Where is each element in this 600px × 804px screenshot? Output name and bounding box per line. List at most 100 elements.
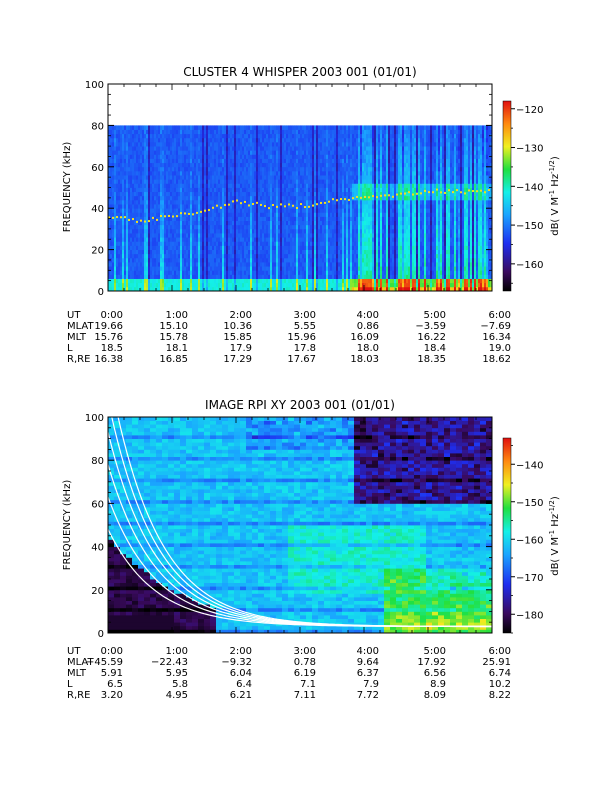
spectrogram-cell <box>350 212 353 217</box>
spectrogram-cell <box>142 262 145 267</box>
spectrogram-cell <box>110 266 113 271</box>
spectrogram-cell <box>162 154 165 159</box>
spectrogram-cell <box>142 278 145 284</box>
spectrogram-cell <box>306 257 309 263</box>
spectrogram-cell <box>262 133 265 139</box>
spectrogram-cell <box>238 208 241 213</box>
spectrogram-cell <box>282 216 285 222</box>
spectrogram-cell <box>216 166 219 172</box>
spectrogram-cell <box>252 241 255 246</box>
spectrogram-cell <box>254 175 257 180</box>
spectrogram-cell <box>280 224 283 230</box>
spectrogram-cell <box>236 208 239 213</box>
spectrogram-cell <box>136 154 139 159</box>
spectrogram-cell <box>346 150 349 155</box>
spectrogram-cell <box>182 224 185 230</box>
spectrogram-cell <box>228 195 231 201</box>
spectrogram-cell <box>330 212 333 217</box>
spectrogram-cell <box>340 129 343 135</box>
spectrogram-cell <box>186 154 189 159</box>
spectrogram-cell <box>262 141 265 147</box>
spectrogram-cell <box>162 228 165 234</box>
spectrogram-cell <box>152 183 155 188</box>
spectrogram-cell <box>256 278 259 284</box>
spectrogram-cell <box>320 187 323 193</box>
spectrogram-cell <box>190 125 193 130</box>
spectrogram-cell <box>174 220 177 226</box>
spectrogram-cell <box>246 170 249 176</box>
spectrogram-cell <box>158 233 161 238</box>
spectrogram-cell <box>308 150 311 155</box>
spectrogram-cell <box>180 266 183 271</box>
spectrogram-cell <box>190 278 193 284</box>
spectrogram-cell <box>154 266 157 271</box>
spectrogram-cell <box>334 170 337 176</box>
spectrogram-cell <box>316 212 319 217</box>
spectrogram-cell <box>336 141 339 147</box>
spectrogram-cell <box>304 129 307 135</box>
spectrogram-cell <box>178 179 181 184</box>
spectrogram-cell <box>160 183 163 188</box>
spectrogram-cell <box>346 175 349 180</box>
spectrogram-cell <box>312 262 315 267</box>
spectrogram-cell <box>262 266 265 271</box>
spectrogram-cell <box>108 129 111 135</box>
spectrogram-cell <box>210 137 213 143</box>
spectrogram-cell <box>174 257 177 263</box>
spectrogram-cell <box>232 183 235 188</box>
spectrogram-cell <box>188 137 191 143</box>
spectrogram-cell <box>228 150 231 155</box>
spectrogram-cell <box>294 195 297 201</box>
spectrogram-cell <box>350 158 353 164</box>
spectrogram-cell <box>168 195 171 201</box>
spectrogram-cell <box>344 199 347 205</box>
spectrogram-cell <box>302 162 305 168</box>
spectrogram-cell <box>142 179 145 184</box>
spectrogram-cell <box>120 162 123 168</box>
spectrogram-cell <box>248 257 251 263</box>
spectrogram-cell <box>322 282 325 288</box>
spectrogram-cell <box>250 237 253 242</box>
spectrogram-cell <box>312 133 315 139</box>
spectrogram-cell <box>254 233 257 238</box>
spectrogram-cell <box>284 183 287 188</box>
spectrogram-cell <box>284 129 287 135</box>
spectrogram-cell <box>306 179 309 184</box>
spectrogram-cell <box>108 228 111 234</box>
spectrogram-cell <box>190 208 193 213</box>
spectrogram-cell <box>130 158 133 164</box>
spectrogram-cell <box>256 162 259 168</box>
spectrogram-cell <box>338 137 341 143</box>
spectrogram-cell <box>202 199 205 205</box>
spectrogram-cell <box>304 162 307 168</box>
spectrogram-cell <box>124 137 127 143</box>
spectrogram-cell <box>254 137 257 143</box>
spectrogram-cell <box>108 162 111 168</box>
spectrogram-cell <box>184 183 187 188</box>
spectrogram-cell <box>148 195 151 201</box>
spectrogram-cell <box>206 199 209 205</box>
spectrogram-cell <box>316 166 319 172</box>
spectrogram-cell <box>184 199 187 205</box>
spectrogram-cell <box>332 274 335 279</box>
spectrogram-cell <box>258 266 261 271</box>
spectrogram-cell <box>320 125 323 130</box>
spectrogram-cell <box>352 154 355 159</box>
spectrogram-cell <box>256 216 259 222</box>
spectrogram-cell <box>168 266 171 271</box>
spectrogram-cell <box>248 249 251 255</box>
spectrogram-cell <box>160 175 163 180</box>
spectrogram-cell <box>280 133 283 139</box>
spectrogram-cell <box>192 286 195 291</box>
spectrogram-cell <box>342 150 345 155</box>
spectrogram-cell <box>156 237 159 242</box>
spectrogram-cell <box>208 133 211 139</box>
spectrogram-cell <box>140 129 143 135</box>
spectrogram-cell <box>294 212 297 217</box>
spectrogram-cell <box>282 170 285 176</box>
spectrogram-cell <box>200 257 203 263</box>
spectrogram-cell <box>150 154 153 159</box>
spectrogram-cell <box>182 249 185 255</box>
spectrogram-cell <box>240 166 243 172</box>
spectrogram-cell <box>122 216 125 222</box>
